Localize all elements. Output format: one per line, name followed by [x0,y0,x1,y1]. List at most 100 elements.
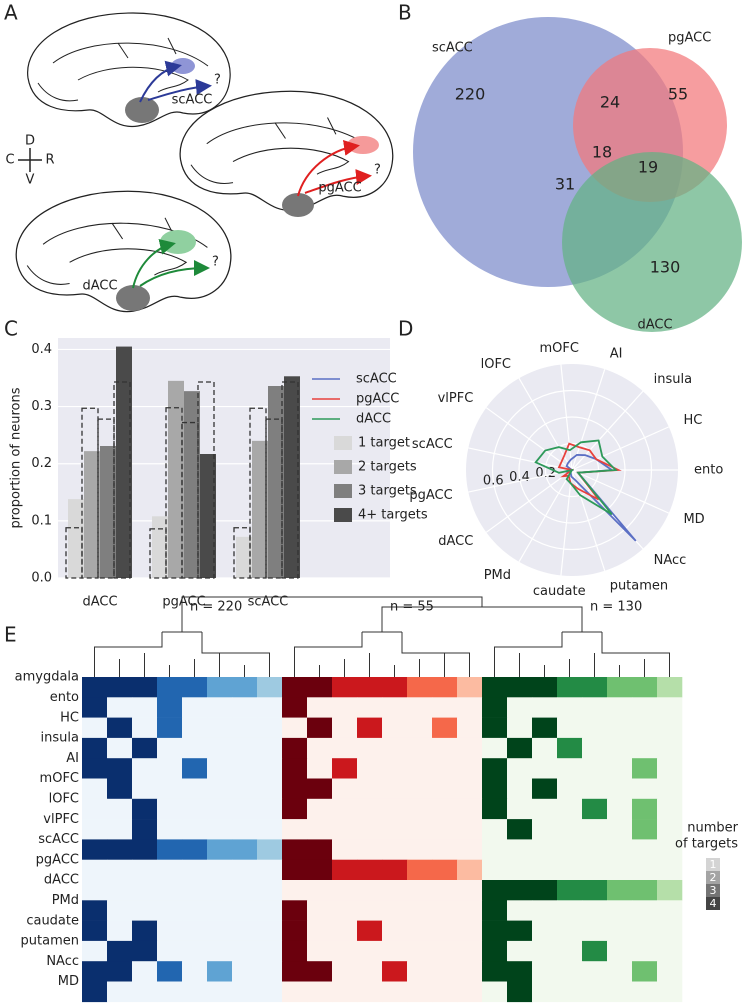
heatmap-cell [82,819,108,840]
heatmap-cell [132,717,158,739]
heatmap-cell [607,859,633,881]
heatmap-cell [457,900,483,921]
compass-label: D [25,134,35,149]
heatmap-cell [657,981,683,1003]
expected-bar [113,381,131,579]
radar-spoke [571,390,644,471]
heatmap-cell [332,758,358,779]
heatmap-cell [607,778,633,800]
heatmap-cell [532,859,558,881]
heatmap-cell [182,859,208,881]
heatmap-cell [157,798,183,820]
heatmap-cell [207,981,233,1003]
radar-axis-label: dACC [438,534,473,549]
heatmap-cell [207,758,233,779]
heatmap-cell [432,839,458,860]
heatmap-cell [457,981,483,1003]
y-tick-label: 0.2 [31,456,52,471]
heatmap-cell [607,900,633,921]
dendrogram-branch [94,619,270,665]
radar-axis-label: ento [694,463,723,478]
heatmap-cell [582,737,608,759]
heatmap-cell [482,819,508,840]
heatmap-cell [407,900,433,921]
heatmap-cell [582,778,608,800]
heatmap-cell [257,900,283,921]
heatmap-cell [82,981,108,1003]
panel-label: A [4,1,18,25]
heatmap-cell [132,839,158,860]
heatmap-cell [257,778,283,800]
radar-axis-label: mOFC [540,341,579,356]
heatmap-cell [407,737,433,759]
heatmap-cell [182,900,208,921]
heatmap-cell [657,819,683,840]
row-label: ento [50,690,79,705]
bar [284,376,300,578]
heatmap-cell [132,697,158,718]
venn-count: 18 [592,143,612,162]
heatmap-cell [532,981,558,1003]
row-label: NAcc [46,954,79,969]
heatmap-cell [607,961,633,982]
heatmap-cell [607,717,633,739]
row-label: PMd [52,893,79,908]
heatmap-cell [532,758,558,779]
row-label: pgACC [36,852,79,867]
x-tick-label: pgACC [162,595,205,610]
heatmap-cell [532,717,558,739]
legend-value: 2 [710,871,717,884]
heatmap-cell [182,798,208,820]
heatmap-cell [532,940,558,962]
heatmap-cell [257,920,283,942]
heatmap-cell [107,900,133,921]
heatmap-cell [282,758,308,779]
heatmap-cell [282,819,308,840]
heatmap-cell [232,839,258,860]
heatmap-cell [432,880,458,901]
heatmap-cell [307,697,333,718]
heatmap-cell [232,737,258,759]
heatmap-cell [132,737,158,759]
heatmap-cell [532,839,558,860]
radar-axis-label: MD [683,512,704,527]
radar-spoke [571,369,606,471]
radar-spoke [518,469,573,563]
heatmap-cell [657,737,683,759]
heatmap-cell [632,778,658,800]
heatmap-cell [557,697,583,718]
heatmap-cell [407,940,433,962]
heatmap-cell [557,717,583,739]
heatmap-cell [257,839,283,860]
heatmap-cell [632,880,658,901]
heatmap-cell [257,961,283,982]
heatmap-cell [482,758,508,779]
heatmap-cell [157,839,183,860]
heatmap-cell [107,778,133,800]
legend-label: dACC [356,412,391,427]
compass-label: C [5,153,14,168]
heatmap-cell [132,920,158,942]
heatmap-cell [332,859,358,881]
heatmap-cell [232,880,258,901]
heatmap-cell [382,920,408,942]
heatmap-cell [107,758,133,779]
heatmap-cell [482,961,508,982]
bar [268,386,284,578]
heatmap-cell [357,961,383,982]
heatmap-cell [107,981,133,1003]
heatmap-cell [282,859,308,881]
heatmap-cell [457,940,483,962]
heatmap-cell [457,758,483,779]
heatmap-cell [607,940,633,962]
heatmap-cell [432,677,458,698]
heatmap-cell [482,920,508,942]
legend-swatch [334,460,352,474]
heatmap-cell [582,880,608,901]
heatmap-cell [482,981,508,1003]
heatmap-cell [432,778,458,800]
heatmap-cell [432,940,458,962]
heatmap-cell [282,981,308,1003]
heatmap-cell [157,981,183,1003]
